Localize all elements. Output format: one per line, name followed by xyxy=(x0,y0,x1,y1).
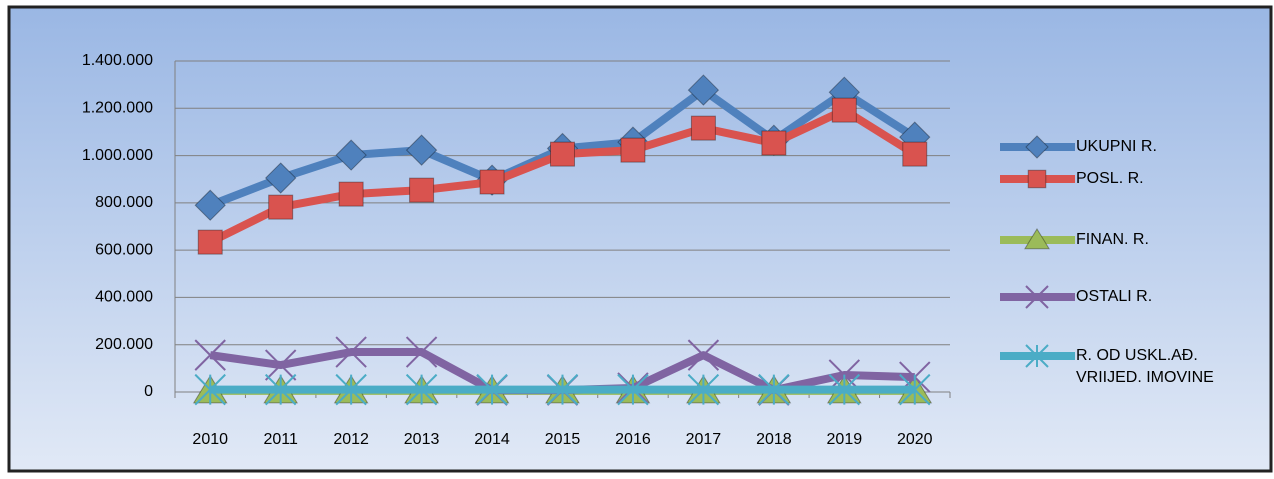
y-tick-label: 600.000 xyxy=(95,241,153,258)
x-tick-label: 2010 xyxy=(192,431,228,448)
marker-star xyxy=(828,373,861,406)
x-tick-label: 2020 xyxy=(897,431,933,448)
marker-square xyxy=(902,141,928,167)
marker-star xyxy=(899,373,931,406)
legend-item: UKUPNI R. xyxy=(1076,138,1157,155)
marker-diamond xyxy=(264,162,297,194)
marker-star xyxy=(1025,344,1049,368)
marker-x xyxy=(264,349,297,381)
y-tick-label: 1.000.000 xyxy=(82,147,153,164)
legend-label: POSL. R. xyxy=(1076,170,1144,187)
marker-square xyxy=(550,141,575,167)
marker-square xyxy=(690,115,716,141)
marker-x xyxy=(405,336,438,368)
marker-diamond xyxy=(194,189,226,221)
legend-item: POSL. R. xyxy=(1076,170,1144,187)
x-tick-label: 2019 xyxy=(827,431,863,448)
x-tick-label: 2012 xyxy=(333,431,369,448)
marker-square xyxy=(1027,169,1047,189)
y-tick-label: 1.400.000 xyxy=(82,52,153,69)
x-tick-label: 2011 xyxy=(263,431,298,448)
marker-x xyxy=(335,336,367,368)
legend-item: OSTALI R. xyxy=(1076,288,1153,305)
marker-star xyxy=(335,373,367,406)
marker-square xyxy=(409,177,435,203)
legend-item: R. OD USKL.AĐ. VRIIJED. IMOVINE xyxy=(1076,347,1214,386)
legend-label: R. OD USKL.AĐ. VRIIJED. IMOVINE xyxy=(1076,347,1214,386)
marker-star xyxy=(194,373,226,406)
y-tick-label: 800.000 xyxy=(95,194,153,211)
x-tick-label: 2015 xyxy=(545,431,581,448)
marker-square xyxy=(831,97,857,123)
marker-star xyxy=(758,373,790,406)
marker-star xyxy=(687,373,720,406)
marker-triangle xyxy=(1024,228,1050,250)
legend-item: FINAN. R. xyxy=(1076,231,1149,248)
marker-star xyxy=(546,373,579,406)
marker-square xyxy=(479,169,505,195)
marker-star xyxy=(405,373,438,406)
x-tick-label: 2017 xyxy=(686,431,722,448)
legend-label: UKUPNI R. xyxy=(1076,138,1157,155)
marker-x xyxy=(194,339,226,371)
marker-square xyxy=(620,137,646,163)
legend-label: OSTALI R. xyxy=(1076,288,1153,305)
x-tick-label: 2018 xyxy=(756,431,792,448)
x-tick-label: 2014 xyxy=(474,431,510,448)
marker-diamond xyxy=(687,74,720,106)
x-tick-label: 2013 xyxy=(404,431,440,448)
marker-x xyxy=(1025,285,1049,309)
y-tick-label: 0 xyxy=(144,383,153,400)
marker-diamond xyxy=(405,134,438,166)
marker-x xyxy=(687,339,720,371)
legend-label: FINAN. R. xyxy=(1076,231,1149,248)
marker-star xyxy=(476,373,508,406)
marker-square xyxy=(338,181,364,207)
marker-diamond xyxy=(335,139,367,171)
y-tick-label: 1.200.000 xyxy=(82,100,153,117)
y-tick-label: 400.000 xyxy=(95,289,153,306)
marker-square xyxy=(268,194,294,220)
marker-square xyxy=(761,130,787,156)
marker-diamond xyxy=(1025,135,1049,159)
x-tick-label: 2016 xyxy=(615,431,651,448)
marker-square xyxy=(197,229,223,255)
marker-star xyxy=(264,373,297,406)
y-tick-label: 200.000 xyxy=(95,336,153,353)
marker-star xyxy=(617,373,649,406)
